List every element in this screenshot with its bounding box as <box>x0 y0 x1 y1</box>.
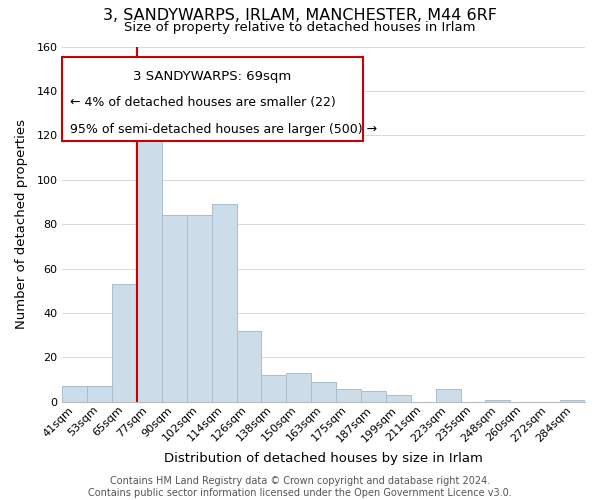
Bar <box>236 331 262 402</box>
Text: Contains HM Land Registry data © Crown copyright and database right 2024.
Contai: Contains HM Land Registry data © Crown c… <box>88 476 512 498</box>
Bar <box>162 216 187 402</box>
Text: 3, SANDYWARPS, IRLAM, MANCHESTER, M44 6RF: 3, SANDYWARPS, IRLAM, MANCHESTER, M44 6R… <box>103 8 497 22</box>
Bar <box>386 395 411 402</box>
Bar <box>137 136 162 402</box>
Text: 3 SANDYWARPS: 69sqm: 3 SANDYWARPS: 69sqm <box>133 70 292 82</box>
Y-axis label: Number of detached properties: Number of detached properties <box>15 119 28 329</box>
Bar <box>262 376 286 402</box>
Bar <box>436 388 461 402</box>
Bar <box>187 216 212 402</box>
Bar <box>336 388 361 402</box>
Bar <box>485 400 511 402</box>
Bar <box>311 382 336 402</box>
Bar <box>286 373 311 402</box>
Bar <box>112 284 137 402</box>
FancyBboxPatch shape <box>62 57 363 140</box>
Bar <box>212 204 236 402</box>
Bar <box>62 386 87 402</box>
Text: ← 4% of detached houses are smaller (22): ← 4% of detached houses are smaller (22) <box>70 96 336 110</box>
Bar <box>560 400 585 402</box>
Bar <box>87 386 112 402</box>
Bar <box>361 391 386 402</box>
X-axis label: Distribution of detached houses by size in Irlam: Distribution of detached houses by size … <box>164 452 483 465</box>
Text: Size of property relative to detached houses in Irlam: Size of property relative to detached ho… <box>124 21 476 34</box>
Text: 95% of semi-detached houses are larger (500) →: 95% of semi-detached houses are larger (… <box>70 123 377 136</box>
